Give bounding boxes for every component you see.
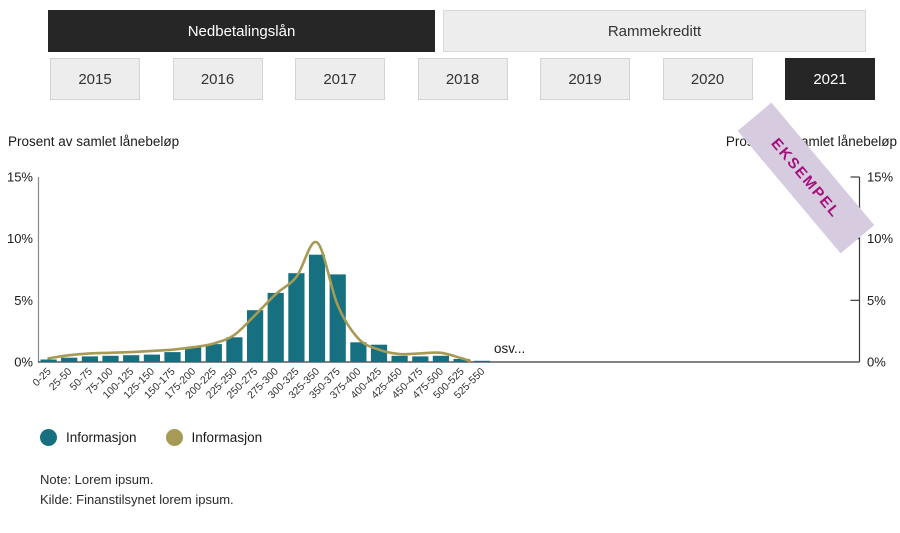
bar-150-175 bbox=[164, 352, 181, 362]
source-line: Kilde: Finanstilsynet lorem ipsum. bbox=[40, 492, 234, 507]
osv-annotation: osv... bbox=[494, 341, 525, 356]
legend-item-line: Informasjon bbox=[165, 429, 263, 446]
legend-label: Informasjon bbox=[191, 430, 263, 445]
year-button-2015[interactable]: 2015 bbox=[50, 58, 140, 100]
bar-250-275 bbox=[247, 310, 264, 362]
bar-525-550 bbox=[474, 360, 491, 362]
year-button-2020[interactable]: 2020 bbox=[662, 58, 753, 100]
y-tick-label-right: 10% bbox=[867, 231, 893, 246]
year-button-2018[interactable]: 2018 bbox=[417, 58, 508, 100]
bar-100-125 bbox=[123, 355, 140, 362]
y-tick-label-left: 5% bbox=[14, 293, 33, 308]
bar-125-150 bbox=[143, 354, 160, 362]
bar-0-25 bbox=[40, 359, 57, 362]
distribution-chart: 0% 0%5% 5%10% 10%15% 15%0-2525-5050-7575-100… bbox=[7, 170, 893, 402]
bar-425-450 bbox=[391, 355, 408, 362]
y-tick-label-left: 0% bbox=[14, 355, 33, 370]
tab-nedbetalingslan[interactable]: Nedbetalingslån bbox=[48, 10, 435, 52]
chart-legend: Informasjon Informasjon bbox=[40, 429, 262, 446]
bar-175-200 bbox=[185, 347, 202, 362]
bar-450-475 bbox=[412, 356, 429, 362]
year-button-2016[interactable]: 2016 bbox=[172, 58, 263, 100]
year-button-2017[interactable]: 2017 bbox=[295, 58, 385, 100]
note-line: Note: Lorem ipsum. bbox=[40, 472, 154, 487]
y-tick-label-right: 5% bbox=[867, 293, 886, 308]
bar-375-400 bbox=[350, 342, 367, 362]
distribution-line bbox=[47, 240, 471, 363]
bar-475-500 bbox=[432, 355, 449, 362]
tab-rammekreditt[interactable]: Rammekreditt bbox=[443, 10, 866, 52]
year-button-2021[interactable]: 2021 bbox=[785, 58, 875, 100]
year-button-2019[interactable]: 2019 bbox=[540, 58, 630, 100]
category-tabs: Nedbetalingslån Rammekreditt bbox=[48, 10, 866, 52]
bar-500-525 bbox=[453, 358, 470, 362]
bar-50-75 bbox=[81, 356, 98, 362]
bar-300-325 bbox=[288, 273, 305, 362]
bar-275-300 bbox=[267, 292, 284, 362]
y-tick-label-right: 0% bbox=[867, 355, 886, 370]
y-tick-label-left: 15% bbox=[7, 170, 33, 185]
legend-item-bars: Informasjon bbox=[40, 429, 137, 446]
y-tick-label-left: 10% bbox=[7, 231, 33, 246]
bar-75-100 bbox=[102, 355, 119, 362]
bar-200-225 bbox=[205, 344, 222, 362]
bar-325-350 bbox=[308, 254, 326, 362]
year-buttons: 2015 2016 2017 2018 2019 2020 2021 bbox=[50, 58, 875, 100]
legend-dot-olive bbox=[165, 429, 183, 446]
x-tick-label: 25-50 bbox=[47, 366, 75, 394]
legend-dot-teal bbox=[40, 429, 57, 446]
y-tick-label-right: 15% bbox=[867, 170, 893, 185]
bar-225-250 bbox=[226, 337, 243, 362]
chart-notes: Note: Lorem ipsum. Kilde: Finanstilsynet… bbox=[40, 470, 234, 510]
bar-25-50 bbox=[61, 357, 78, 362]
axis-title-left: Prosent av samlet lånebeløp bbox=[8, 134, 180, 149]
legend-label: Informasjon bbox=[66, 430, 137, 445]
